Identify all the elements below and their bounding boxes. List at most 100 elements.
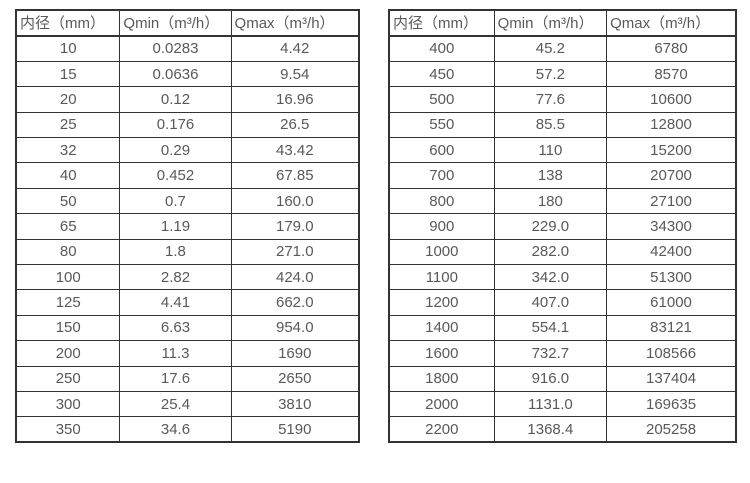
table-cell: 2000	[388, 390, 495, 418]
table-cell: 1131.0	[493, 390, 608, 418]
table-cell: 26.5	[230, 111, 360, 139]
table-row: 500 77.6 10600	[388, 86, 737, 113]
table-cell: 400	[388, 35, 495, 62]
table-cell: 1800	[388, 365, 495, 392]
table-cell: 200	[15, 340, 121, 367]
table-cell: 2.82	[119, 264, 232, 291]
table-cell: 1368.4	[493, 416, 608, 443]
table-row: 10 0.0283 4.42	[15, 35, 360, 62]
table-cell: 1.8	[119, 238, 232, 266]
table-cell: 554.1	[493, 314, 608, 342]
table-cell: 138	[493, 162, 608, 189]
table-cell: 2200	[388, 416, 495, 443]
table-cell: 282.0	[493, 238, 608, 266]
table-cell: 0.12	[119, 86, 232, 113]
table-cell: 229.0	[493, 213, 608, 240]
table-cell: 3810	[230, 390, 360, 418]
table-cell: 20	[15, 86, 121, 113]
table-cell: 407.0	[493, 289, 608, 316]
table-cell: 40	[15, 162, 121, 189]
table-cell: 1690	[230, 340, 360, 367]
table-cell: 1400	[388, 314, 495, 342]
column-header-0: 内径（mm）	[388, 9, 495, 37]
table-row: 150 6.63 954.0	[15, 314, 360, 342]
table-cell: 34300	[606, 213, 737, 240]
table-cell: 5190	[230, 416, 360, 443]
table-cell: 6.63	[119, 314, 232, 342]
table-cell: 180	[493, 187, 608, 215]
table-row: 2200 1368.4 205258	[388, 416, 737, 443]
table-cell: 0.176	[119, 111, 232, 139]
column-header-0: 内径（mm）	[15, 9, 121, 37]
table-row: 350 34.6 5190	[15, 416, 360, 443]
table-cell: 100	[15, 264, 121, 291]
table-cell: 300	[15, 390, 121, 418]
table-cell: 1100	[388, 264, 495, 291]
table-cell: 137404	[606, 365, 737, 392]
table-cell: 160.0	[230, 187, 360, 215]
table-row: 1000 282.0 42400	[388, 238, 737, 266]
table-cell: 271.0	[230, 238, 360, 266]
table-cell: 67.85	[230, 162, 360, 189]
table-cell: 342.0	[493, 264, 608, 291]
table-row: 1400 554.1 83121	[388, 314, 737, 342]
table-cell: 25.4	[119, 390, 232, 418]
table-row: 250 17.6 2650	[15, 365, 360, 392]
table-row: 900 229.0 34300	[388, 213, 737, 240]
table-cell: 350	[15, 416, 121, 443]
table-cell: 550	[388, 111, 495, 139]
table-row: 50 0.7 160.0	[15, 187, 360, 215]
table-cell: 10600	[606, 86, 737, 113]
table-cell: 9.54	[230, 60, 360, 88]
table-cell: 27100	[606, 187, 737, 215]
table-cell: 125	[15, 289, 121, 316]
table-cell: 85.5	[493, 111, 608, 139]
table-cell: 179.0	[230, 213, 360, 240]
table-row: 15 0.0636 9.54	[15, 60, 360, 88]
table-row: 400 45.2 6780	[388, 35, 737, 62]
table-row: 300 25.4 3810	[15, 390, 360, 418]
table-row: 1600 732.7 108566	[388, 340, 737, 367]
table-cell: 8570	[606, 60, 737, 88]
table-cell: 205258	[606, 416, 737, 443]
column-header-1: Qmin（m³/h）	[119, 9, 232, 37]
table-cell: 150	[15, 314, 121, 342]
table-cell: 50	[15, 187, 121, 215]
table-cell: 34.6	[119, 416, 232, 443]
table-cell: 916.0	[493, 365, 608, 392]
table-row: 1200 407.0 61000	[388, 289, 737, 316]
table-cell: 42400	[606, 238, 737, 266]
table-row: 550 85.5 12800	[388, 111, 737, 139]
column-header-1: Qmin（m³/h）	[493, 9, 608, 37]
table-row: 65 1.19 179.0	[15, 213, 360, 240]
table-cell: 500	[388, 86, 495, 113]
table-row: 600 110 15200	[388, 137, 737, 164]
table-cell: 25	[15, 111, 121, 139]
table-row: 1800 916.0 137404	[388, 365, 737, 392]
table-cell: 954.0	[230, 314, 360, 342]
table-cell: 700	[388, 162, 495, 189]
table-row: 32 0.29 43.42	[15, 137, 360, 164]
table-cell: 10	[15, 35, 121, 62]
flow-spec-tables-container: 内径（mm） Qmin（m³/h） Qmax（m³/h） 10 0.0283 4.42 1…	[15, 9, 737, 444]
table-cell: 12800	[606, 111, 737, 139]
table-row: 25 0.176 26.5	[15, 111, 360, 139]
flow-spec-table-large-diameters: 内径（mm） Qmin（m³/h） Qmax（m³/h） 400 45.2 6780 45…	[388, 9, 737, 444]
table-cell: 51300	[606, 264, 737, 291]
header-row: 内径（mm） Qmin（m³/h） Qmax（m³/h）	[388, 9, 737, 37]
table-cell: 0.452	[119, 162, 232, 189]
table-cell: 83121	[606, 314, 737, 342]
table-row: 100 2.82 424.0	[15, 264, 360, 291]
table-cell: 169635	[606, 390, 737, 418]
table-cell: 1.19	[119, 213, 232, 240]
table-cell: 1600	[388, 340, 495, 367]
table-cell: 900	[388, 213, 495, 240]
column-header-2: Qmax（m³/h）	[606, 9, 737, 37]
table-row: 125 4.41 662.0	[15, 289, 360, 316]
table-cell: 108566	[606, 340, 737, 367]
table-cell: 32	[15, 137, 121, 164]
table-cell: 15200	[606, 137, 737, 164]
table-row: 40 0.452 67.85	[15, 162, 360, 189]
table-row: 200 11.3 1690	[15, 340, 360, 367]
table-cell: 45.2	[493, 35, 608, 62]
